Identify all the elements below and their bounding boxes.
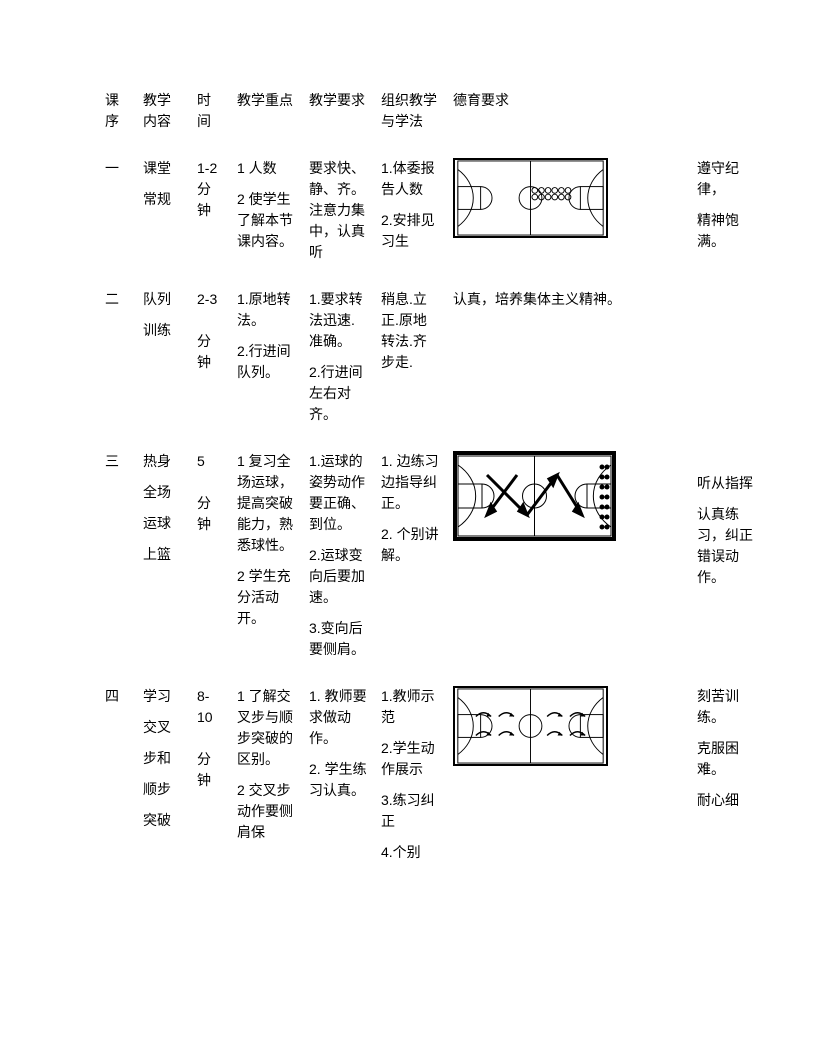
row-content: 队列 训练 bbox=[143, 289, 183, 451]
row-method: 1.教师示范 2.学生动作展示 3.练习纠正 4.个别 bbox=[381, 686, 439, 889]
row-requirement: 1.运球的姿势动作要正确、到位。 2.运球变向后要加速。 3.变向后要侧肩。 bbox=[309, 451, 367, 686]
row-method: 1.体委报告人数 2.安排见习生 bbox=[381, 158, 439, 289]
court-diagram-1 bbox=[453, 158, 608, 238]
row-time: 2-3 分钟 bbox=[197, 289, 223, 451]
row-diagram-col bbox=[453, 686, 683, 889]
row-time: 1-2 分钟 bbox=[197, 158, 223, 289]
row-diagram-col bbox=[453, 158, 683, 289]
row-requirement: 1.要求转法迅速.准确。 2.行进间左右对齐。 bbox=[309, 289, 367, 451]
row-diagram-col bbox=[453, 451, 683, 686]
header-requirement: 教学要求 bbox=[309, 90, 367, 158]
row-focus: 1 了解交叉步与顺步突破的区别。 2 交叉步动作要侧肩保 bbox=[237, 686, 295, 889]
court-diagram-2 bbox=[453, 451, 616, 541]
header-blank bbox=[697, 90, 753, 158]
row-content: 学习 交叉 步和 顺步 突破 bbox=[143, 686, 183, 889]
row-blank bbox=[697, 289, 753, 451]
row-focus: 1.原地转法。 2.行进间队列。 bbox=[237, 289, 295, 451]
row-moral-text: 认真，培养集体主义精神。 bbox=[453, 289, 683, 451]
court-diagram-3 bbox=[453, 686, 608, 766]
lesson-plan-table: 课序 教学 内容 时间 教学重点 教学要求 组织教学与学法 德育要求 一 课堂 … bbox=[105, 90, 711, 889]
header-method: 组织教学与学法 bbox=[381, 90, 439, 158]
header-moral: 德育要求 bbox=[453, 90, 683, 158]
row-focus: 1 人数 2 使学生了解本节课内容。 bbox=[237, 158, 295, 289]
row-requirement: 1. 教师要求做动作。 2. 学生练习认真。 bbox=[309, 686, 367, 889]
header-seq: 课序 bbox=[105, 90, 129, 158]
row-seq: 三 bbox=[105, 451, 129, 686]
row-method: 1. 边练习边指导纠正。 2. 个别讲解。 bbox=[381, 451, 439, 686]
row-method: 稍息.立正.原地转法.齐步走. bbox=[381, 289, 439, 451]
header-focus: 教学重点 bbox=[237, 90, 295, 158]
row-moral-right: 刻苦训练。 克服困难。 耐心细 bbox=[697, 686, 753, 889]
row-seq: 二 bbox=[105, 289, 129, 451]
row-time: 8-10 分钟 bbox=[197, 686, 223, 889]
row-seq: 四 bbox=[105, 686, 129, 889]
row-focus: 1 复习全场运球，提高突破能力，熟悉球性。 2 学生充分活动开。 bbox=[237, 451, 295, 686]
row-content: 课堂 常规 bbox=[143, 158, 183, 289]
row-moral-right: 遵守纪律， 精神饱满。 bbox=[697, 158, 753, 289]
row-moral-right: 听从指挥 认真练习，纠正错误动作。 bbox=[697, 451, 753, 686]
header-content: 教学 内容 bbox=[143, 90, 183, 158]
row-time: 5 分钟 bbox=[197, 451, 223, 686]
row-seq: 一 bbox=[105, 158, 129, 289]
row-content: 热身 全场 运球 上篮 bbox=[143, 451, 183, 686]
header-time: 时间 bbox=[197, 90, 223, 158]
row-requirement: 要求快、静、齐。注意力集中，认真听 bbox=[309, 158, 367, 289]
